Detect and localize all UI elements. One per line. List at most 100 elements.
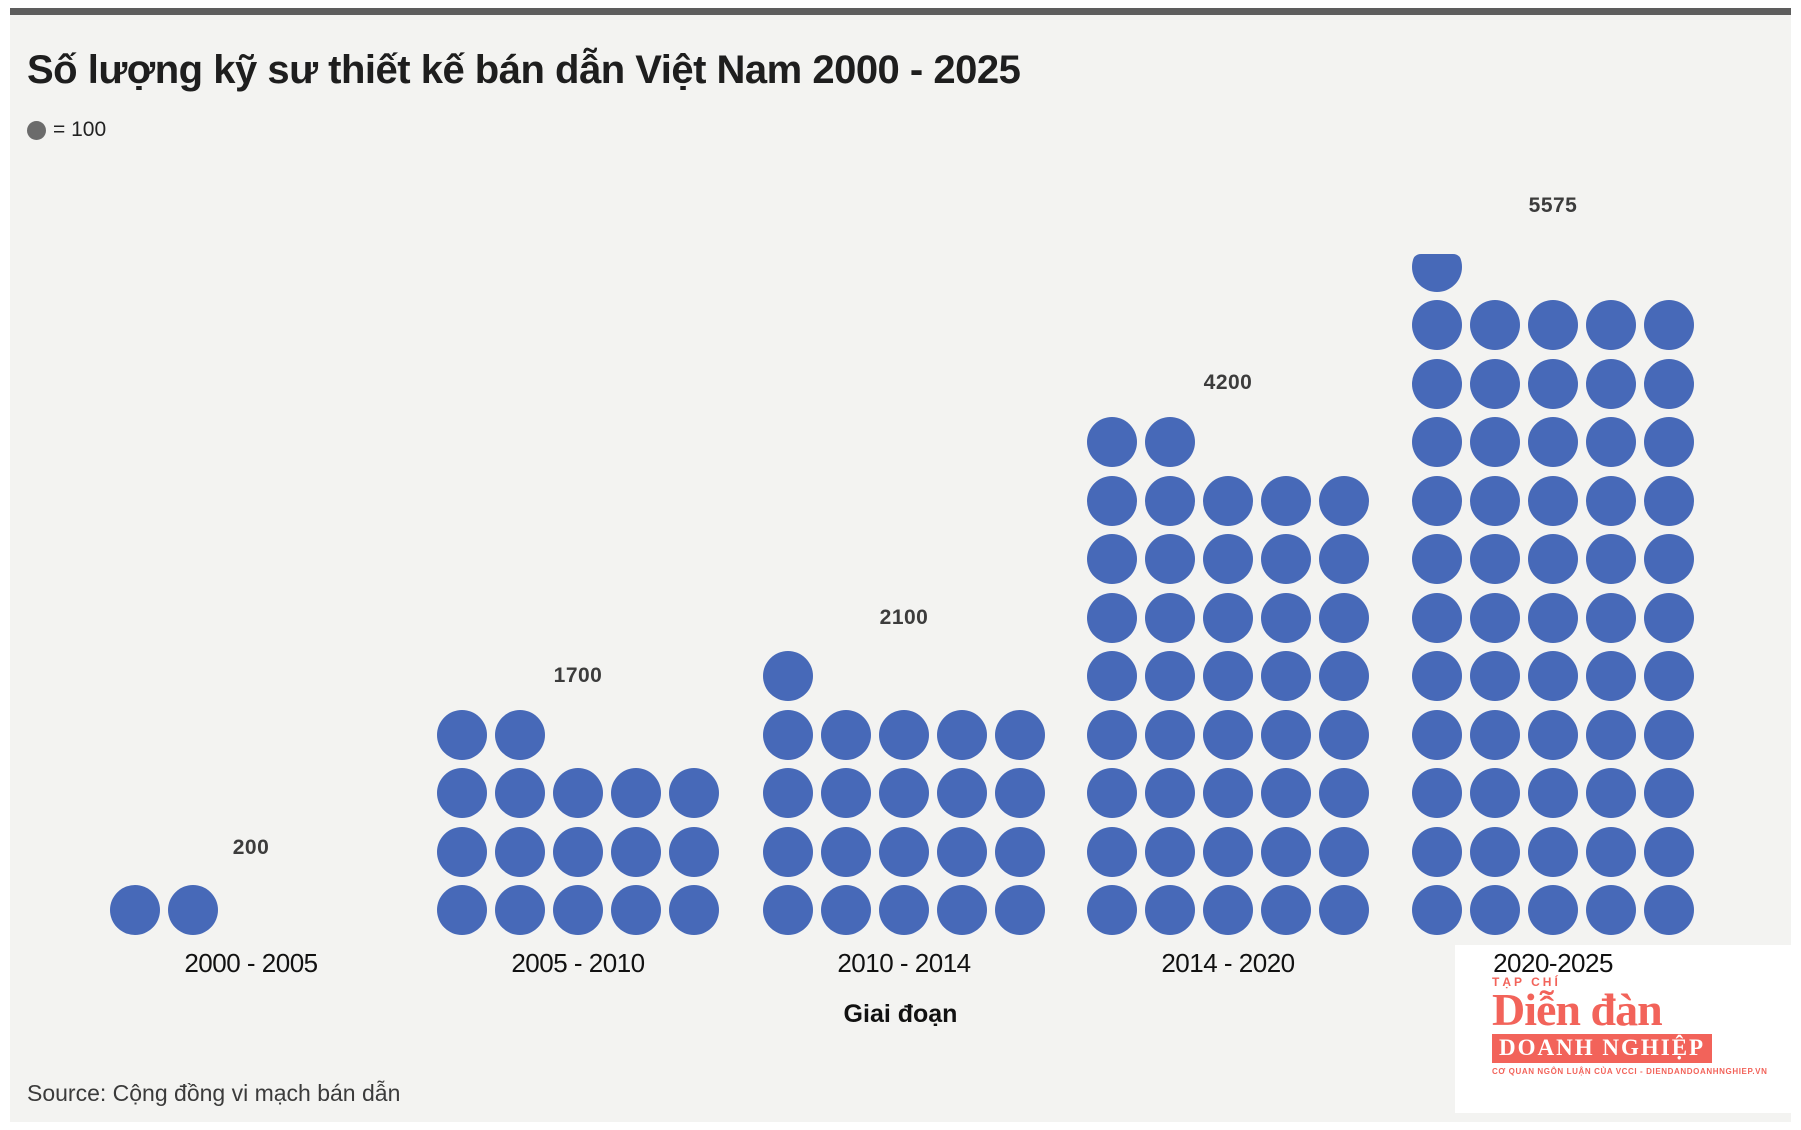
unit-dot [937, 885, 987, 935]
logo-tagline-bottom: CƠ QUAN NGÔN LUẬN CỦA VCCI - DIENDANDOAN… [1492, 1067, 1768, 1076]
unit-dot [821, 885, 871, 935]
chart-title: Số lượng kỹ sư thiết kế bán dẫn Việt Nam… [27, 48, 1021, 92]
unit-dot [553, 826, 603, 877]
x-tick-label: 2005 - 2010 [511, 948, 645, 978]
unit-dot [1586, 592, 1636, 643]
unit-dot [1470, 475, 1520, 526]
unit-dot [110, 885, 160, 935]
unit-dot [168, 885, 218, 935]
unit-dot [1586, 358, 1636, 409]
unit-dot [1470, 709, 1520, 760]
unit-dot [1470, 534, 1520, 584]
value-label: 5575 [1528, 194, 1578, 217]
logo-tagline-top: TẠP CHÍ [1492, 975, 1561, 989]
unit-dot [437, 826, 487, 877]
unit-dot [1145, 592, 1195, 643]
unit-dot [1319, 651, 1369, 701]
unit-dot [437, 709, 487, 760]
unit-dot [1586, 885, 1636, 935]
unit-dot [1528, 768, 1578, 818]
unit-dot [1586, 709, 1636, 760]
logo-name: Diễn đàn [1492, 984, 1663, 1035]
unit-dot [611, 826, 661, 877]
unit-dot [1644, 885, 1694, 935]
unit-dot [1145, 885, 1195, 935]
value-label: 4200 [1203, 371, 1253, 394]
unit-dot [1644, 358, 1694, 409]
pictogram-group [1087, 417, 1369, 935]
unit-dot [495, 709, 545, 760]
unit-dot [1261, 768, 1311, 818]
unit-dot [1644, 709, 1694, 760]
unit-dot [1145, 826, 1195, 877]
unit-dot [995, 826, 1045, 877]
unit-dot [1261, 885, 1311, 935]
unit-dot-partial [1412, 254, 1462, 292]
pictogram-group [110, 885, 392, 935]
unit-dot [1145, 709, 1195, 760]
unit-dot [669, 826, 719, 877]
unit-dot [1644, 300, 1694, 350]
unit-dot [1319, 534, 1369, 584]
unit-dot [1319, 475, 1369, 526]
legend-label: = 100 [53, 118, 107, 141]
unit-dot [879, 709, 929, 760]
unit-dot [1412, 651, 1462, 701]
unit-dot [437, 885, 487, 935]
legend: = 100 [27, 118, 106, 142]
unit-dot [1470, 358, 1520, 409]
unit-dot [879, 768, 929, 818]
unit-dot [669, 768, 719, 818]
unit-dot [937, 768, 987, 818]
value-label: 200 [232, 836, 270, 859]
unit-dot [1528, 358, 1578, 409]
unit-dot [1412, 475, 1462, 526]
unit-dot [1319, 709, 1369, 760]
unit-dot [763, 709, 813, 760]
value-label: 2100 [879, 606, 929, 629]
unit-dot [821, 768, 871, 818]
unit-dot [1203, 826, 1253, 877]
unit-dot [1644, 534, 1694, 584]
unit-dot [1412, 300, 1462, 350]
unit-dot [879, 885, 929, 935]
value-label: 1700 [553, 664, 603, 687]
unit-dot [1586, 300, 1636, 350]
unit-dot [821, 709, 871, 760]
unit-dot [1528, 592, 1578, 643]
unit-dot [1145, 768, 1195, 818]
unit-dot [1644, 417, 1694, 467]
unit-dot [495, 885, 545, 935]
x-tick-label: 2014 - 2020 [1161, 948, 1295, 978]
publisher-logo: TẠP CHÍ Diễn đàn DOANH NGHIỆP CƠ QUAN NG… [1455, 945, 1791, 1113]
unit-dot [1528, 475, 1578, 526]
unit-dot [1145, 651, 1195, 701]
unit-dot [1319, 885, 1369, 935]
unit-dot [553, 885, 603, 935]
x-axis-title: Giai đoạn [843, 1000, 958, 1028]
unit-dot [1319, 592, 1369, 643]
unit-dot [1528, 885, 1578, 935]
unit-dot [1203, 475, 1253, 526]
unit-dot [1412, 709, 1462, 760]
unit-dot [1644, 768, 1694, 818]
unit-dot [1528, 534, 1578, 584]
unit-dot [495, 826, 545, 877]
legend-dot-icon [27, 120, 46, 140]
unit-dot [1412, 768, 1462, 818]
unit-dot [611, 768, 661, 818]
unit-dot [995, 709, 1045, 760]
unit-dot [437, 768, 487, 818]
unit-dot [1470, 300, 1520, 350]
source-note: Source: Cộng đồng vi mạch bán dẫn [27, 1080, 401, 1106]
unit-dot [1470, 885, 1520, 935]
unit-dot [1586, 651, 1636, 701]
unit-dot [1412, 534, 1462, 584]
x-tick-label: 2020-2025 [1493, 948, 1613, 978]
unit-dot [1470, 651, 1520, 701]
unit-dot [1470, 768, 1520, 818]
unit-dot [995, 885, 1045, 935]
unit-dot [669, 885, 719, 935]
unit-dot [1412, 417, 1462, 467]
unit-dot [1470, 592, 1520, 643]
